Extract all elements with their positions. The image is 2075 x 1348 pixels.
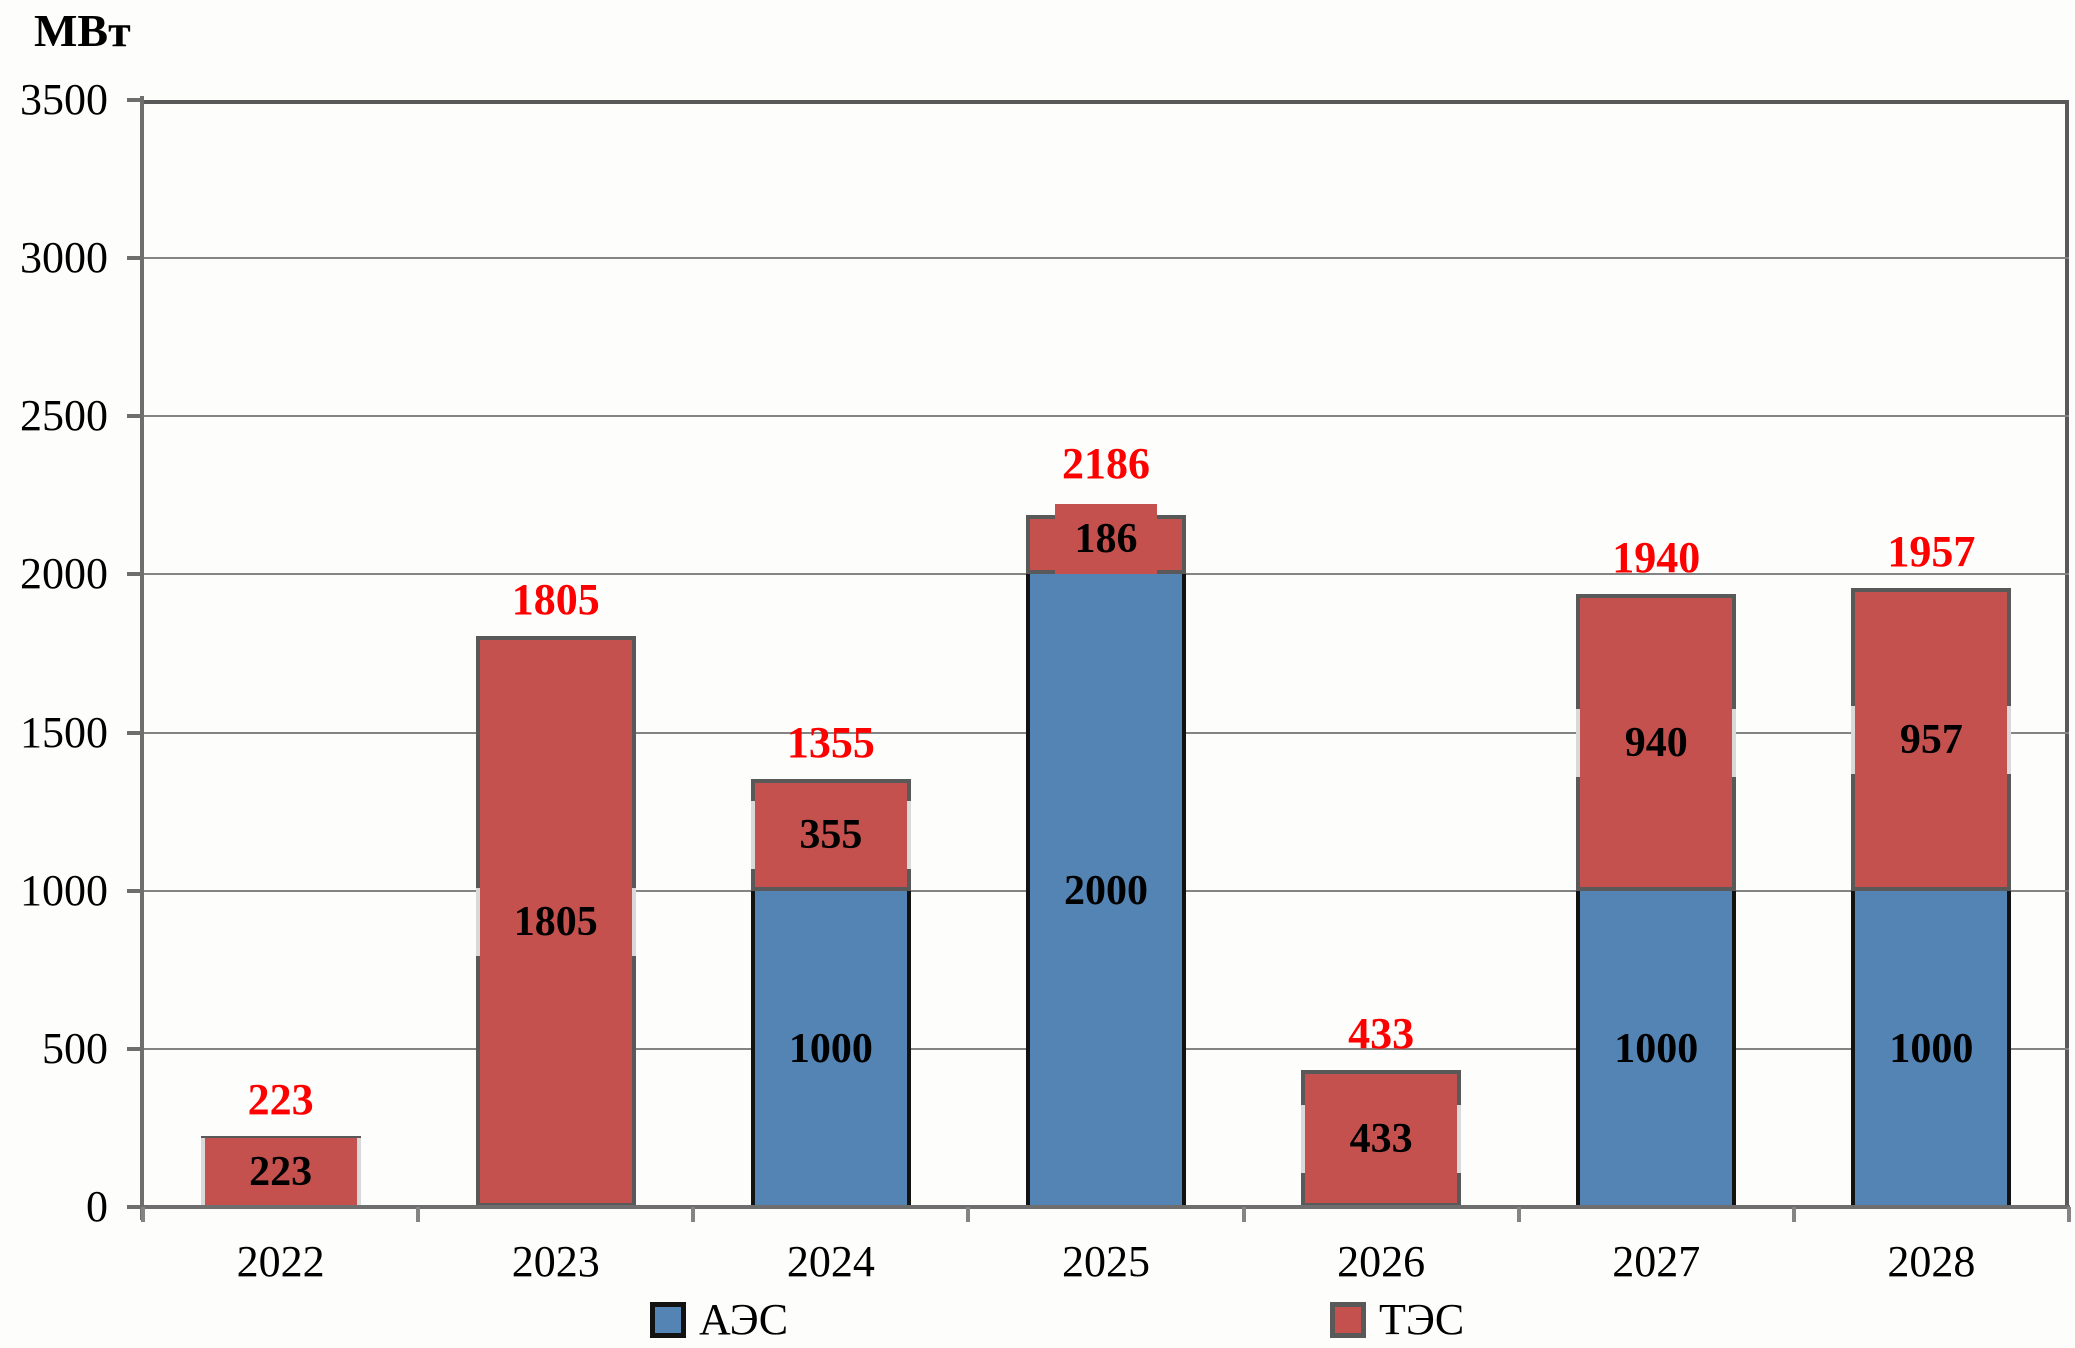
segment-value-label: 957 (1899, 716, 1963, 763)
y-axis-tick (127, 256, 143, 261)
total-label-2024: 1355 (786, 718, 875, 767)
segment-label-box: 223 (200, 1137, 361, 1206)
segment-value-label: 1000 (1889, 1026, 1974, 1072)
gridline (143, 415, 2069, 418)
y-axis-line (140, 96, 144, 1220)
bar-segment-АЭС-2025: 2000 (1026, 574, 1186, 1207)
bar-segment-ТЭС-2028: 957 (1851, 588, 2012, 891)
legend-item-aes: АЭС (650, 1292, 788, 1348)
legend-label-tes: ТЭС (1379, 1295, 1465, 1344)
bar-segment-ТЭС-2025: 186 (1026, 504, 1186, 574)
x-axis-line (127, 1205, 2070, 1209)
x-axis-tick (1791, 1207, 1796, 1222)
bar-segment-ТЭС-2022: 223 (200, 1136, 361, 1207)
gridline (143, 257, 2069, 260)
segment-value-label: 940 (1624, 719, 1688, 766)
segment-label-box: 355 (750, 801, 911, 869)
legend-label-aes: АЭС (699, 1295, 789, 1344)
y-tick-label: 2500 (20, 391, 108, 441)
segment-value-label: 223 (249, 1148, 313, 1195)
y-tick-label: 500 (42, 1023, 108, 1073)
total-label-2023: 1805 (511, 575, 600, 624)
legend: АЭС ТЭС (0, 1292, 2075, 1348)
y-tick-label: 1000 (20, 865, 108, 915)
y-axis-tick (127, 1205, 143, 1209)
segment-label-box: 957 (1851, 705, 2012, 774)
segment-value-label: 355 (799, 812, 863, 858)
category-label-2028: 2028 (1887, 1237, 1976, 1286)
total-label-2025: 2186 (1062, 439, 1150, 488)
segment-label-box: 186 (1055, 504, 1157, 574)
bar-segment-АЭС-2028: 1000 (1851, 891, 2012, 1207)
legend-swatch-tes-icon (1330, 1302, 1366, 1338)
y-axis-tick (127, 1046, 143, 1051)
y-tick-label: 3500 (20, 75, 108, 124)
x-axis-tick (966, 1207, 971, 1222)
bar-segment-ТЭС-2027: 940 (1576, 594, 1737, 891)
x-axis-tick (1516, 1207, 1521, 1222)
legend-swatch-aes-icon (650, 1302, 686, 1338)
x-axis-tick (141, 1207, 145, 1222)
category-label-2022: 2022 (236, 1237, 325, 1286)
total-label-2027: 1940 (1612, 533, 1701, 582)
legend-item-tes: ТЭС (1330, 1292, 1464, 1348)
category-label-2023: 2023 (511, 1237, 600, 1286)
total-label-2028: 1957 (1887, 527, 1976, 576)
x-axis-tick (2067, 1207, 2071, 1222)
y-tick-label: 0 (86, 1182, 108, 1231)
bar-segment-АЭС-2024: 1000 (750, 891, 911, 1207)
category-label-2026: 2026 (1337, 1237, 1426, 1286)
segment-value-label: 1000 (1614, 1026, 1699, 1072)
y-axis-tick (127, 888, 143, 893)
y-tick-label: 1500 (20, 707, 108, 757)
segment-value-label: 433 (1349, 1115, 1413, 1162)
category-label-2025: 2025 (1062, 1237, 1150, 1286)
y-axis-tick (127, 730, 143, 735)
segment-value-label: 1000 (788, 1026, 873, 1072)
category-label-2024: 2024 (786, 1237, 875, 1286)
y-axis-tick (127, 414, 143, 419)
x-axis-tick (1241, 1207, 1246, 1222)
bar-segment-ТЭС-2023: 1805 (475, 636, 636, 1207)
y-tick-label: 2000 (20, 549, 108, 599)
bar-segment-ТЭС-2026: 433 (1301, 1070, 1462, 1207)
total-label-2026: 433 (1348, 1009, 1415, 1058)
total-label-2022: 223 (247, 1075, 314, 1124)
bar-segment-АЭС-2027: 1000 (1576, 891, 1737, 1207)
y-axis-tick (127, 572, 143, 577)
y-axis-title: МВт (34, 5, 131, 56)
segment-label-box: 1805 (475, 887, 636, 956)
bar-segment-ТЭС-2024: 355 (750, 779, 911, 891)
segment-value-label: 2000 (1064, 867, 1148, 914)
x-axis-tick (691, 1207, 696, 1222)
segment-value-label: 186 (1074, 516, 1138, 562)
segment-value-label: 1805 (513, 898, 598, 945)
y-axis-tick (127, 98, 143, 102)
plot-area (143, 100, 2069, 1207)
x-axis-tick (416, 1207, 421, 1222)
category-label-2027: 2027 (1612, 1237, 1701, 1286)
segment-label-box: 940 (1576, 708, 1737, 777)
segment-label-box: 433 (1301, 1104, 1462, 1173)
y-tick-label: 3000 (20, 233, 108, 283)
